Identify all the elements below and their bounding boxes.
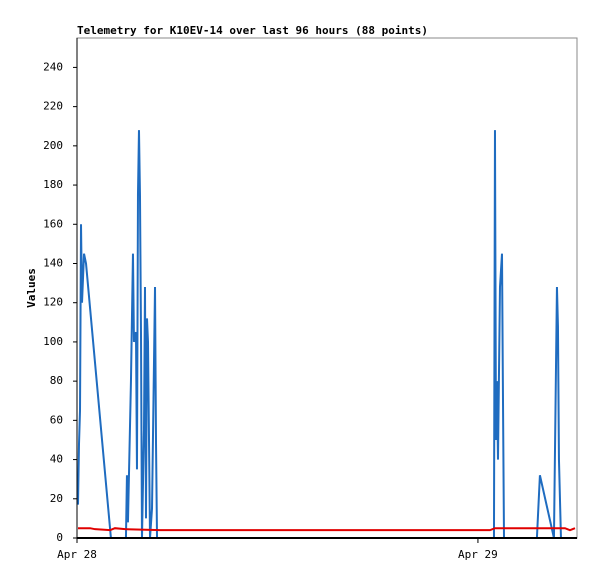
y-tick-label: 240 <box>43 60 63 73</box>
y-tick-label: 20 <box>50 492 63 505</box>
chart-title: Telemetry for K10EV-14 over last 96 hour… <box>77 24 428 37</box>
y-tick-label: 60 <box>50 413 63 426</box>
y-tick-label: 200 <box>43 139 63 152</box>
y-tick-label: 120 <box>43 296 63 309</box>
y-tick-label: 40 <box>50 453 63 466</box>
y-tick-label: 160 <box>43 217 63 230</box>
y-tick-label: 220 <box>43 100 63 113</box>
series-line <box>78 527 576 532</box>
x-tick-label: Apr 29 <box>458 548 498 561</box>
y-tick-label: 140 <box>43 256 63 269</box>
y-tick-label: 0 <box>56 531 63 544</box>
y-tick-label: 100 <box>43 335 63 348</box>
y-axis-label: Values <box>25 268 38 308</box>
y-tick-label: 80 <box>50 374 63 387</box>
x-tick-label: Apr 28 <box>57 548 97 561</box>
y-tick-label: 180 <box>43 178 63 191</box>
